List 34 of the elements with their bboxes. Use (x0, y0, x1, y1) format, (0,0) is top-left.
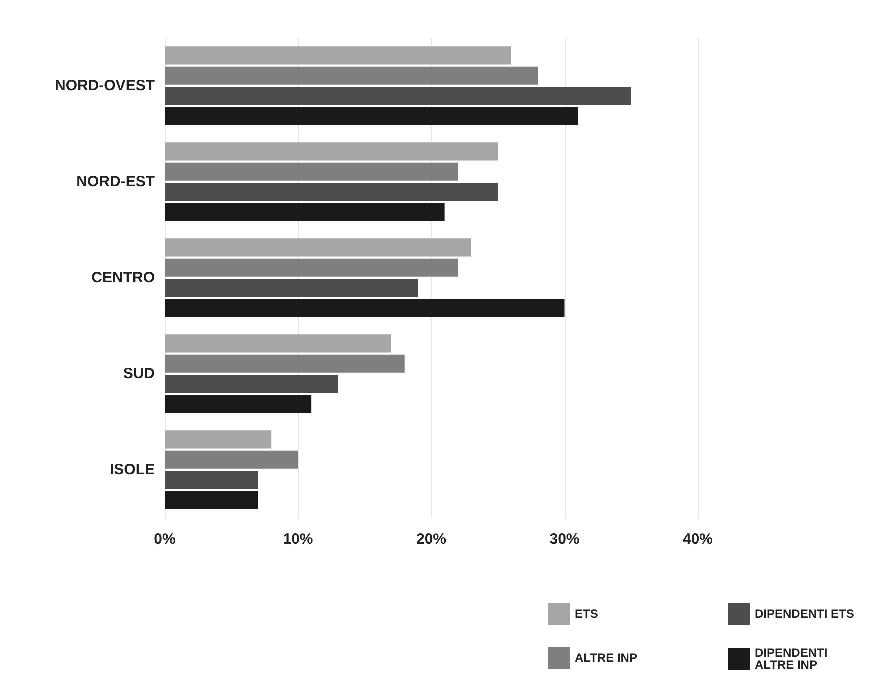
bar (165, 87, 632, 106)
bar (165, 162, 458, 181)
bar (165, 299, 565, 318)
bar (165, 142, 498, 161)
bar (165, 430, 272, 449)
bar (165, 354, 405, 373)
bar (165, 450, 298, 469)
bar (165, 375, 338, 394)
y-tick-label: CENTRO (92, 270, 156, 286)
x-tick-label: 40% (682, 531, 714, 548)
bar (165, 203, 445, 222)
bar (165, 183, 498, 202)
x-tick-label: 20% (416, 531, 447, 548)
bar (165, 258, 458, 277)
legend-label: DIPENDENTI ALTRE INP (755, 646, 832, 672)
bar (165, 46, 512, 65)
legend-label: ETS (575, 607, 598, 621)
y-tick-label: NORD-EST (76, 174, 155, 190)
bar (165, 279, 418, 298)
bar (165, 334, 392, 353)
y-tick-label: NORD-OVEST (54, 78, 155, 94)
legend-label: ALTRE INP (575, 651, 638, 665)
x-tick-label: 30% (550, 531, 580, 548)
x-tick-label: 10% (283, 531, 314, 548)
x-tick-label: 0% (154, 531, 176, 548)
legend-label: DIPENDENTI ETS (755, 607, 854, 621)
bar (165, 471, 258, 490)
bar (165, 107, 578, 126)
y-tick-label: ISOLE (110, 462, 155, 478)
bar (165, 66, 538, 85)
bar (165, 395, 312, 414)
bar (165, 491, 258, 510)
y-tick-label: SUD (123, 366, 156, 382)
bar (165, 238, 472, 257)
